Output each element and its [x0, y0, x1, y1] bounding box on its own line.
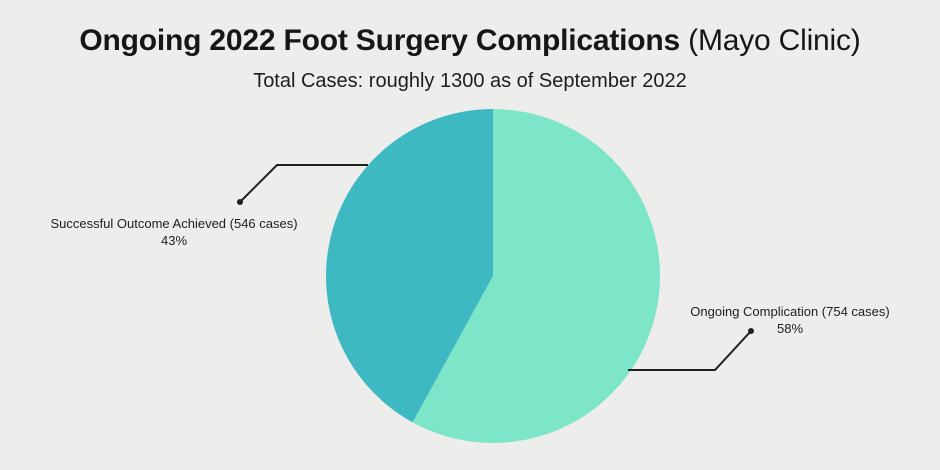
- slice-label-ongoing-text: Ongoing Complication (754 cases): [690, 304, 890, 319]
- leader-dot-successful: [237, 199, 243, 205]
- slice-label-successful-percent: 43%: [160, 233, 188, 248]
- leader-line-ongoing: [628, 330, 752, 371]
- pie-slice-ongoing-complication: [412, 109, 661, 443]
- chart-subtitle: Total Cases: roughly 1300 as of Septembe…: [253, 70, 687, 92]
- leader-line-successful: [239, 164, 368, 203]
- pie-slice-successful-outcome-achieved: [326, 109, 493, 423]
- pie: [326, 109, 661, 443]
- chart-title-main: Ongoing 2022 Foot Surgery Complications: [79, 24, 681, 57]
- slice-label-successful-text: Successful Outcome Achieved (546 cases): [50, 216, 298, 231]
- slice-label-ongoing-percent: 58%: [776, 321, 804, 336]
- chart-title: Ongoing 2022 Foot Surgery Complications …: [0, 22, 940, 60]
- leader-dot-ongoing: [748, 328, 754, 334]
- slice-label-ongoing: Ongoing Complication (754 cases) 58%: [638, 303, 940, 337]
- slice-label-successful: Successful Outcome Achieved (546 cases) …: [28, 215, 320, 249]
- chart-title-source: (Mayo Clinic): [680, 24, 861, 57]
